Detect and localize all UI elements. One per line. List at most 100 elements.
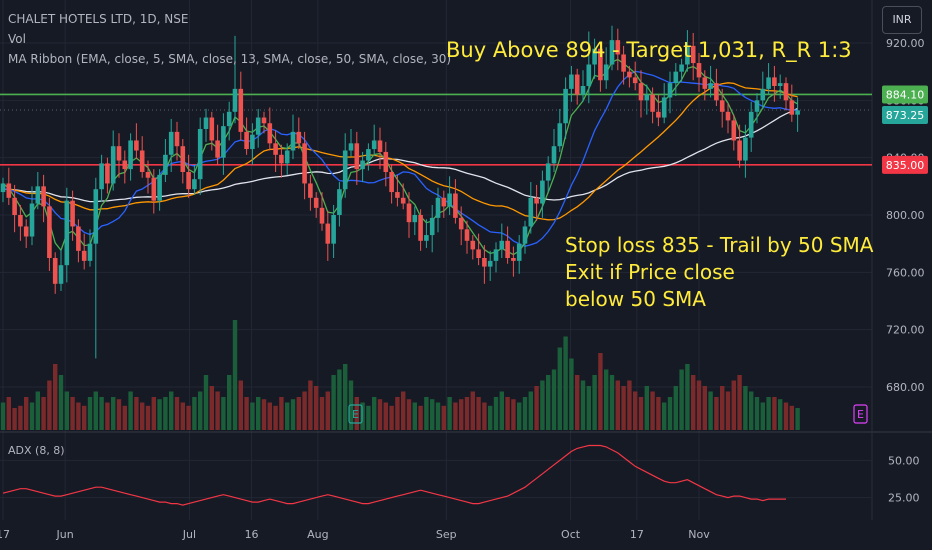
volume-bar (180, 402, 185, 430)
candle (603, 47, 609, 89)
volume-bar (772, 397, 777, 430)
volume-bar (267, 402, 272, 430)
candle (627, 65, 632, 88)
currency-badge[interactable]: INR (882, 6, 922, 34)
volume-bar (789, 405, 794, 430)
ema5-line (2, 58, 798, 256)
volume-bar (0, 402, 6, 430)
candle (464, 220, 470, 254)
earnings-marker[interactable]: E (853, 404, 868, 424)
candle (714, 68, 719, 107)
time-axis[interactable]: 17 Jun Jul 16 Aug Sep Oct 17 Nov (0, 528, 710, 541)
candle (110, 130, 116, 191)
volume-bar (696, 380, 702, 430)
candle (638, 70, 644, 118)
volume-bar (372, 397, 377, 430)
volume-bar (482, 402, 487, 430)
volume-bar (290, 399, 296, 430)
candle (482, 245, 487, 284)
candle-body (93, 189, 99, 244)
candle (522, 220, 528, 254)
volume-bar (53, 364, 58, 430)
candle-body (157, 174, 162, 201)
volume-bar (192, 397, 197, 430)
volume-bar (592, 375, 597, 430)
candle (441, 190, 447, 218)
symbol-title: CHALET HOTELS LTD, 1D, NSE (8, 12, 189, 26)
candle-body (232, 88, 238, 112)
candle (389, 164, 394, 204)
candle (250, 123, 255, 165)
candle-body (70, 200, 75, 227)
candle-body (35, 186, 41, 204)
volume-bar (64, 391, 69, 430)
volume-bar (128, 391, 133, 430)
volume-bar (731, 380, 736, 430)
candle-body (64, 200, 70, 266)
candle-body (435, 197, 441, 218)
candle (551, 129, 557, 172)
candle (296, 117, 302, 150)
volume-bar (24, 397, 29, 430)
candle (64, 187, 70, 283)
candle-body (163, 154, 168, 175)
candle-body (766, 77, 771, 89)
candle (209, 111, 215, 151)
candle (754, 93, 760, 124)
candle (569, 65, 574, 102)
earnings-marker[interactable]: E (348, 404, 363, 424)
candle (656, 94, 661, 127)
candle-body (592, 48, 597, 65)
candle-body (395, 192, 400, 198)
volume-bar (586, 386, 591, 430)
resistance-tag: 884.10 (882, 85, 928, 104)
volume-bar (227, 375, 232, 430)
candle (511, 246, 516, 277)
candle-body (41, 186, 46, 207)
candle (151, 169, 157, 214)
candle (395, 174, 400, 207)
candle (139, 136, 145, 178)
volume-bar (476, 397, 481, 430)
candle (348, 129, 354, 157)
volume-bar (314, 386, 319, 430)
candle-body (279, 154, 284, 164)
candle (453, 179, 458, 224)
candle-body (308, 183, 313, 198)
adx-pane: ADX (8, 8) 25.00 50.00 (0, 444, 920, 506)
price-axis[interactable]: 680.00720.00760.00800.00840.00880.00920.… (882, 37, 928, 394)
price-tick-label: 760.00 (886, 266, 925, 279)
candle (6, 167, 12, 205)
candle-body (273, 143, 278, 155)
candle-body (760, 88, 766, 101)
buy-annotation: Buy Above 894 - Target 1,031, R_R 1:3 (446, 38, 852, 62)
candle-body (371, 140, 377, 150)
candle (743, 124, 748, 178)
candle (772, 65, 777, 102)
volume-bar (627, 380, 632, 430)
volume-bar (522, 397, 528, 430)
candle (197, 117, 203, 195)
candle (667, 71, 673, 114)
volume-bar (441, 405, 446, 430)
volume-bar (209, 386, 214, 430)
candle-body (696, 63, 702, 78)
volume-bar (215, 391, 220, 430)
volume-bar (70, 397, 75, 430)
candle-body (122, 160, 128, 170)
candle (18, 204, 23, 241)
time-tick-label: 17 (630, 528, 644, 541)
volume-bar (145, 405, 151, 430)
volume-bar (41, 397, 46, 430)
candle (412, 206, 418, 236)
volume-bar (93, 391, 98, 430)
volume-bar (244, 397, 249, 430)
volume-bar (662, 402, 667, 430)
candle (319, 192, 325, 231)
candle-body (302, 143, 307, 184)
volume-bar (354, 397, 359, 430)
candle-body (331, 215, 336, 244)
candle (708, 65, 713, 98)
